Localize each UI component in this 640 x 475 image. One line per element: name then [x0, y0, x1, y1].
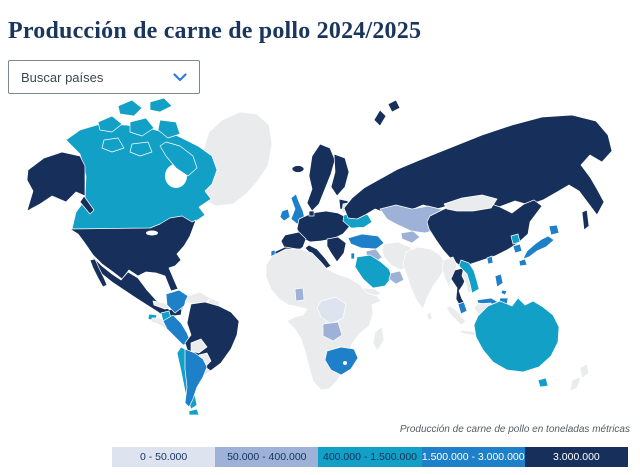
- legend-item-2: 50.000 - 400.000: [215, 447, 319, 467]
- country-canada-island[interactable]: [117, 99, 143, 117]
- legend-item-3: 400.000 - 1.500.000: [318, 447, 422, 467]
- country-drc[interactable]: [316, 296, 347, 325]
- great-lakes: [146, 230, 158, 236]
- map-caption: Producción de carne de pollo en tonelada…: [399, 424, 630, 435]
- country-usa[interactable]: [69, 215, 197, 292]
- country-north-korea[interactable]: [510, 233, 521, 245]
- region-central-europe[interactable]: [296, 210, 351, 243]
- legend-item-4: 1.500.000 - 3.000.000: [421, 447, 525, 467]
- country-sri-lanka[interactable]: [426, 311, 433, 321]
- country-canada-island[interactable]: [157, 119, 181, 139]
- black-sea: [351, 227, 369, 235]
- country-indonesia-sumatra[interactable]: [445, 305, 467, 326]
- country-myanmar[interactable]: [441, 256, 458, 288]
- country-canada[interactable]: [65, 123, 218, 230]
- country-mongolia[interactable]: [443, 194, 498, 212]
- country-australia[interactable]: [473, 297, 560, 373]
- choropleth-map: [26, 97, 613, 416]
- country-cuba[interactable]: [152, 300, 174, 310]
- region-balkans[interactable]: [326, 236, 347, 263]
- country-canada-island[interactable]: [97, 115, 123, 133]
- country-denmark[interactable]: [308, 210, 315, 217]
- country-greenland[interactable]: [195, 111, 273, 207]
- country-japan-kyushu[interactable]: [518, 258, 528, 267]
- region-uae-oman[interactable]: [388, 270, 405, 285]
- country-canada-island[interactable]: [149, 97, 173, 113]
- country-russia[interactable]: [343, 114, 613, 220]
- country-israel[interactable]: [350, 252, 355, 260]
- country-ghana[interactable]: [294, 287, 305, 302]
- caspian-sea: [386, 222, 396, 244]
- country-usa-alaska[interactable]: [26, 151, 86, 212]
- country-russia-sakhalin[interactable]: [581, 209, 590, 231]
- country-taiwan[interactable]: [486, 255, 494, 265]
- country-usa-alaska-panhandle[interactable]: [79, 195, 95, 215]
- country-malaysia-peninsula[interactable]: [457, 301, 468, 315]
- lesotho-gap: [343, 361, 347, 365]
- country-ireland[interactable]: [279, 208, 291, 222]
- country-india[interactable]: [402, 246, 447, 310]
- world-map: [0, 92, 640, 428]
- country-saudi-arabia[interactable]: [354, 254, 393, 289]
- country-argentina[interactable]: [184, 348, 208, 408]
- country-japan-hokkaido[interactable]: [548, 224, 560, 236]
- country-finland[interactable]: [330, 153, 350, 197]
- country-turkey[interactable]: [347, 233, 385, 250]
- country-japan-honshu[interactable]: [522, 235, 555, 260]
- country-south-africa[interactable]: [324, 346, 359, 376]
- country-new-zealand-south[interactable]: [569, 376, 582, 392]
- country-philippines-luzon[interactable]: [494, 273, 504, 288]
- chevron-down-icon: [173, 72, 187, 81]
- country-mexico-baja[interactable]: [89, 258, 108, 288]
- legend-item-1: 0 - 50.000: [112, 447, 216, 467]
- country-philippines-visayas[interactable]: [500, 289, 508, 296]
- country-south-korea[interactable]: [512, 243, 523, 254]
- country-new-zealand-north[interactable]: [579, 363, 590, 379]
- country-angola[interactable]: [322, 321, 343, 342]
- country-search-dropdown[interactable]: Buscar países: [8, 60, 200, 94]
- legend: 0 - 50.000 50.000 - 400.000 400.000 - 1.…: [112, 447, 629, 467]
- country-uzbekistan[interactable]: [400, 230, 421, 244]
- country-russia-island[interactable]: [387, 99, 401, 113]
- country-iceland[interactable]: [291, 165, 305, 173]
- country-vietnam[interactable]: [458, 259, 480, 294]
- country-canada-baffin[interactable]: [159, 141, 198, 177]
- region-scandinavia[interactable]: [306, 143, 336, 212]
- country-canada-island[interactable]: [129, 117, 155, 137]
- country-canada-island[interactable]: [129, 141, 153, 157]
- country-australia-tasmania[interactable]: [537, 377, 549, 388]
- country-colombia[interactable]: [165, 289, 189, 314]
- country-canada-island[interactable]: [101, 137, 125, 153]
- country-search-label: Buscar países: [21, 69, 104, 85]
- page-title: Producción de carne de pollo 2024/2025: [8, 18, 422, 45]
- country-bolivia[interactable]: [190, 338, 208, 354]
- country-chile-south[interactable]: [188, 408, 200, 416]
- legend-item-5: 3.000.000: [524, 447, 629, 467]
- country-madagascar[interactable]: [372, 326, 385, 352]
- country-russia-novaya-zemlya[interactable]: [373, 109, 387, 127]
